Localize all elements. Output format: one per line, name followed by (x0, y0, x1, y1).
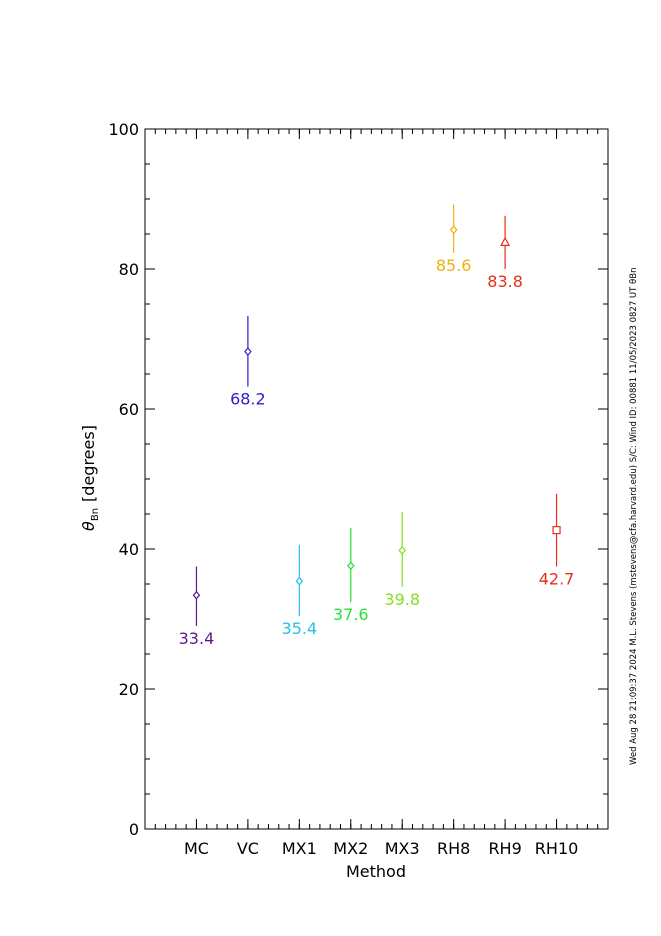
x-tick-label: RH9 (488, 839, 521, 858)
data-value-label: 35.4 (282, 619, 318, 638)
data-value-label: 85.6 (436, 256, 472, 275)
x-tick-label: VC (237, 839, 259, 858)
data-series: 33.4 68.2 35.4 37.6 39.8 85.6 83.8 42.7 (179, 204, 575, 648)
data-point-marker (500, 236, 511, 246)
y-tick-label: 80 (119, 260, 139, 279)
x-axis: MC VC MX1 MX2 MX3 RH8 RH9 RH10 (154, 129, 599, 858)
data-point-marker (398, 545, 407, 555)
data-value-label: 83.8 (487, 272, 523, 291)
x-tick-label: RH8 (437, 839, 470, 858)
y-axis-units: [degrees] (79, 425, 98, 502)
x-tick-label: RH10 (535, 839, 579, 858)
plot-frame (144, 128, 609, 830)
data-value-label: 33.4 (179, 629, 215, 648)
y-tick-label: 20 (119, 680, 139, 699)
data-value-label: 68.2 (230, 390, 266, 409)
x-tick-label: MC (184, 839, 209, 858)
y-axis-title: θBn [degrees] (79, 425, 101, 531)
data-value-label: 42.7 (539, 570, 575, 589)
svg-text:θBn[degrees]: θBn [degrees] (79, 425, 101, 531)
y-axis-subscript: Bn (90, 508, 101, 521)
data-point-marker (192, 590, 201, 600)
data-value-label: 37.6 (333, 605, 369, 624)
y-tick-label: 100 (108, 120, 139, 139)
data-point-marker (346, 561, 355, 571)
data-point-marker (244, 347, 252, 357)
y-axis: 0 20 40 60 80 100 (108, 120, 608, 839)
footer-credit: Wed Aug 28 21:09:37 2024 M.L. Stevens (m… (629, 268, 639, 765)
y-tick-label: 40 (119, 540, 139, 559)
y-tick-label: 0 (129, 820, 139, 839)
x-axis-title: Method (346, 862, 406, 881)
x-tick-label: MX2 (333, 839, 368, 858)
y-axis-symbol: θ (79, 521, 98, 531)
x-tick-label: MX3 (385, 839, 420, 858)
data-point-marker (449, 225, 458, 235)
y-tick-label: 60 (119, 400, 139, 419)
data-point-marker (552, 525, 561, 535)
data-point-marker (295, 576, 304, 586)
x-tick-label: MX1 (282, 839, 317, 858)
data-value-label: 39.8 (384, 590, 420, 609)
